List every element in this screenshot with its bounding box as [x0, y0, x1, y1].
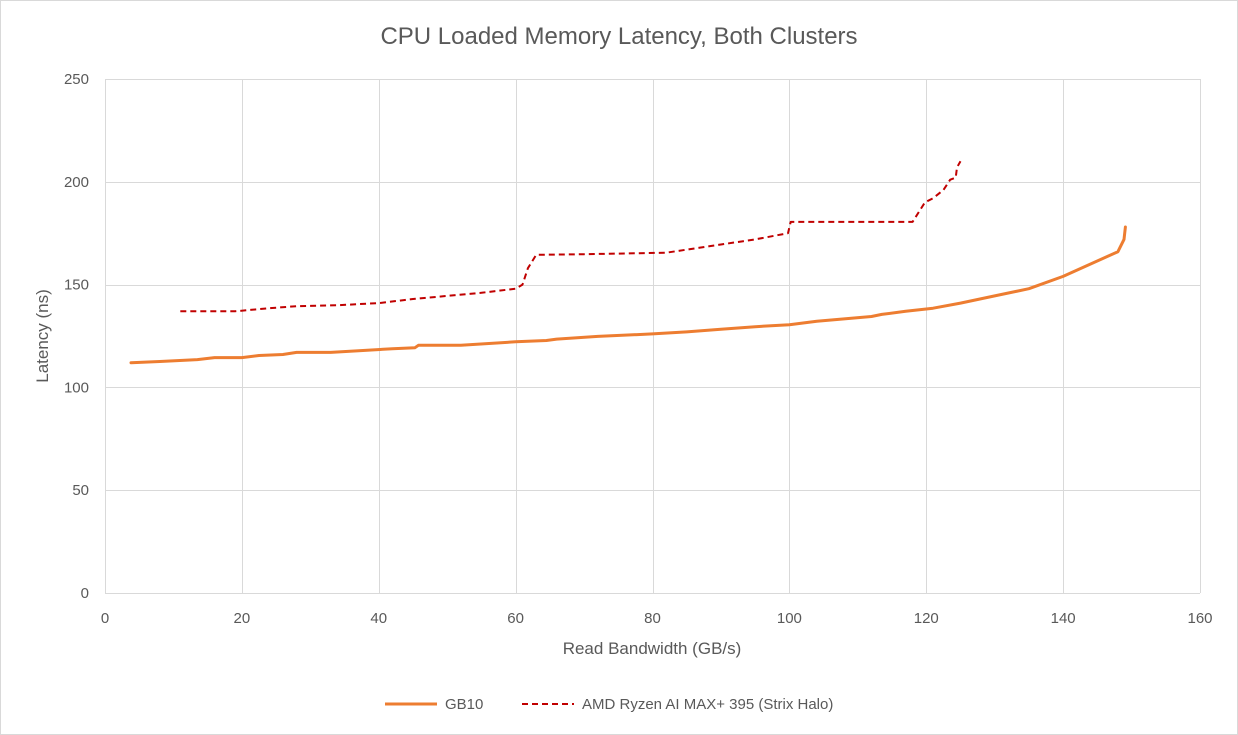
- x-tick-label: 60: [507, 610, 524, 627]
- x-tick-label: 140: [1051, 610, 1076, 627]
- x-tick-label: 80: [644, 610, 661, 627]
- legend: GB10 AMD Ryzen AI MAX+ 395 (Strix Halo): [385, 696, 833, 713]
- y-tick-label: 150: [64, 277, 89, 294]
- y-tick-label: 50: [72, 482, 89, 499]
- x-tick-label: 20: [234, 610, 251, 627]
- x-tick-label: 0: [101, 610, 109, 627]
- series-line-1: [129, 225, 1127, 365]
- x-tick-label: 160: [1187, 610, 1212, 627]
- chart-title: CPU Loaded Memory Latency, Both Clusters: [380, 23, 857, 50]
- y-tick-label: 200: [64, 174, 89, 191]
- gridlines: [105, 79, 1201, 594]
- y-tick-label: 250: [64, 71, 89, 88]
- y-axis-ticks: 0 50 100 150 200 250: [64, 71, 89, 602]
- series-lines: [129, 160, 1127, 365]
- y-axis-title: Latency (ns): [33, 289, 52, 383]
- x-tick-label: 120: [914, 610, 939, 627]
- x-tick-label: 40: [370, 610, 387, 627]
- legend-label-1: GB10: [445, 696, 483, 713]
- series-line-2: [180, 160, 962, 313]
- legend-label-2: AMD Ryzen AI MAX+ 395 (Strix Halo): [582, 696, 833, 713]
- x-tick-label: 100: [777, 610, 802, 627]
- y-tick-label: 0: [81, 585, 89, 602]
- y-tick-label: 100: [64, 379, 89, 396]
- x-axis-title: Read Bandwidth (GB/s): [563, 639, 742, 658]
- x-axis-ticks: 0 20 40 60 80 100 120 140 160: [101, 610, 1213, 627]
